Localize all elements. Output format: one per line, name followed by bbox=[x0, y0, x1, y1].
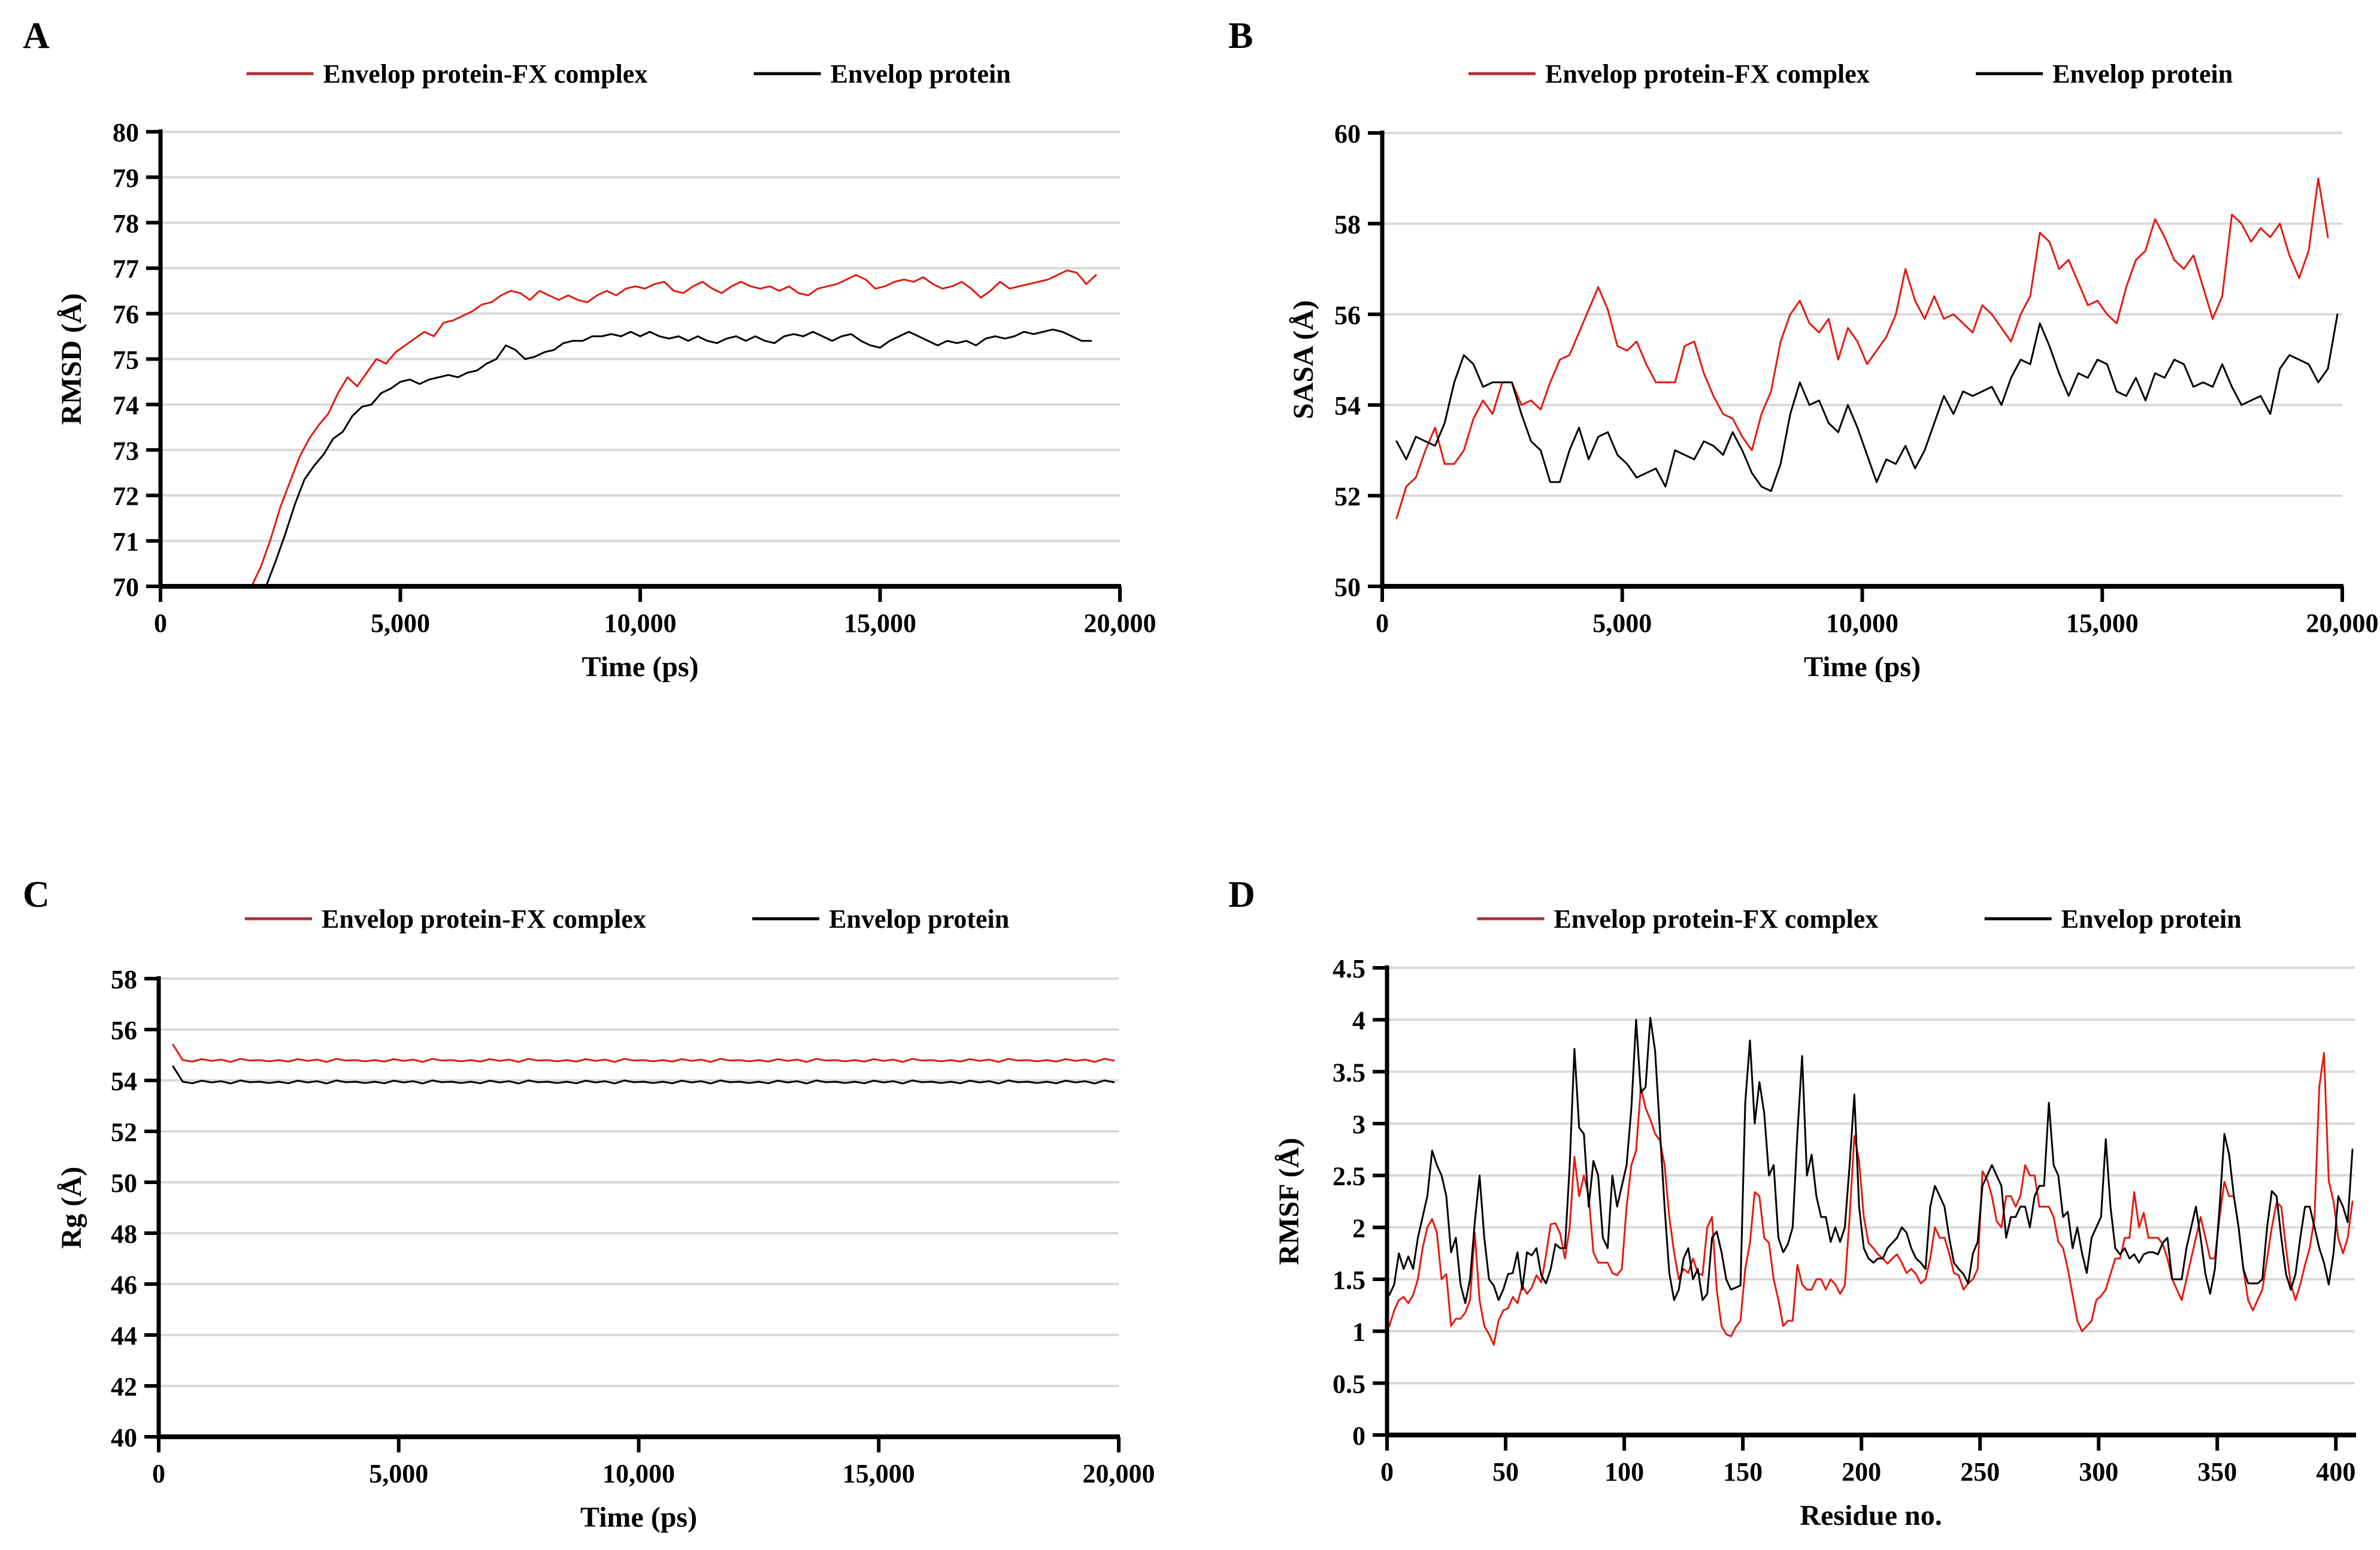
x-tick-label: 0 bbox=[154, 609, 167, 638]
y-tick-label: 52 bbox=[1334, 482, 1361, 511]
y-tick-label: 50 bbox=[1334, 573, 1361, 602]
x-tick-label: 10,000 bbox=[1826, 609, 1898, 638]
series-line-complex bbox=[250, 270, 1097, 588]
x-tick-label: 0 bbox=[152, 1459, 165, 1488]
legend-label: Envelop protein-FX complex bbox=[1545, 59, 1870, 89]
y-tick-label: 0 bbox=[1352, 1421, 1365, 1451]
y-tick-label: 46 bbox=[111, 1270, 137, 1300]
series-line-protein bbox=[1395, 313, 2339, 492]
legend-label: Envelop protein-FX complex bbox=[322, 904, 646, 934]
x-tick-label: 100 bbox=[1604, 1457, 1644, 1487]
legend: Envelop protein-FX complex Envelop protei… bbox=[246, 59, 1011, 89]
y-axis-title: Rg (Å) bbox=[56, 1167, 87, 1249]
y-tick-label: 48 bbox=[111, 1219, 137, 1249]
y-tick-label: 54 bbox=[1334, 391, 1361, 420]
y-tick-label: 71 bbox=[113, 527, 139, 556]
x-tick-label: 400 bbox=[2316, 1457, 2355, 1487]
x-tick-label: 15,000 bbox=[843, 1459, 915, 1488]
panel-letter-B: B bbox=[1228, 16, 1253, 56]
legend-label: Envelop protein-FX complex bbox=[1554, 904, 1878, 934]
x-axis-title: Time (ps) bbox=[580, 1501, 697, 1533]
x-tick-label: 20,000 bbox=[1084, 609, 1156, 638]
y-tick-label: 56 bbox=[111, 1016, 137, 1045]
y-tick-label: 4 bbox=[1352, 1006, 1365, 1036]
y-tick-label: 58 bbox=[1334, 210, 1361, 239]
panel-letter-A: A bbox=[23, 16, 50, 56]
y-tick-label: 78 bbox=[113, 209, 139, 238]
y-tick-label: 1.5 bbox=[1333, 1266, 1365, 1295]
x-tick-label: 10,000 bbox=[604, 609, 677, 638]
panel-D: 4.5 4 3.5 3 2.5 2 1.5 1 0.5 00 50 100 150 200 250 300 35… bbox=[1228, 874, 2356, 1531]
x-tick-label: 250 bbox=[1960, 1457, 2000, 1487]
y-tick-label: 58 bbox=[111, 965, 137, 994]
y-tick-label: 1 bbox=[1352, 1318, 1365, 1347]
legend-label: Envelop protein-FX complex bbox=[323, 59, 647, 89]
series-line-complex bbox=[1388, 1052, 2354, 1346]
y-axis-title: SASA (Å) bbox=[1288, 300, 1319, 419]
x-tick-label: 5,000 bbox=[371, 609, 430, 638]
y-tick-label: 40 bbox=[111, 1423, 137, 1452]
y-tick-label: 3 bbox=[1352, 1110, 1365, 1139]
y-tick-label: 42 bbox=[111, 1372, 137, 1401]
x-tick-label: 10,000 bbox=[602, 1459, 675, 1488]
legend: Envelop protein-FX complex Envelop protei… bbox=[1477, 904, 2242, 934]
series-line-complex bbox=[1395, 177, 2329, 519]
y-tick-label: 50 bbox=[111, 1168, 137, 1198]
y-tick-label: 44 bbox=[111, 1321, 137, 1351]
y-tick-label: 73 bbox=[113, 436, 139, 465]
y-tick-label: 2.5 bbox=[1333, 1162, 1365, 1191]
y-tick-label: 54 bbox=[111, 1067, 137, 1096]
y-tick-label: 70 bbox=[113, 573, 139, 602]
x-axis-title: Residue no. bbox=[1800, 1500, 1942, 1531]
legend: Envelop protein-FX complex Envelop protei… bbox=[1468, 59, 2233, 89]
x-tick-label: 0 bbox=[1376, 609, 1389, 638]
y-tick-label: 76 bbox=[113, 300, 139, 329]
x-axis-title: Time (ps) bbox=[582, 651, 698, 683]
x-tick-label: 50 bbox=[1492, 1457, 1519, 1487]
legend-label: Envelop protein bbox=[829, 904, 1009, 934]
legend: Envelop protein-FX complex Envelop protei… bbox=[244, 904, 1009, 934]
x-tick-label: 20,000 bbox=[1083, 1459, 1155, 1488]
y-tick-label: 4.5 bbox=[1333, 954, 1365, 983]
y-tick-label: 77 bbox=[113, 255, 139, 284]
panel-letter-C: C bbox=[23, 874, 50, 915]
series-line-protein bbox=[265, 328, 1092, 588]
x-tick-label: 0 bbox=[1380, 1457, 1394, 1487]
legend-label: Envelop protein bbox=[831, 59, 1011, 89]
x-tick-label: 15,000 bbox=[2066, 609, 2139, 638]
y-tick-label: 56 bbox=[1334, 301, 1361, 330]
legend-label: Envelop protein bbox=[2052, 59, 2233, 89]
y-tick-label: 0.5 bbox=[1333, 1369, 1365, 1398]
series-line-complex bbox=[172, 1044, 1115, 1063]
y-tick-label: 3.5 bbox=[1333, 1058, 1365, 1087]
x-tick-label: 200 bbox=[1842, 1457, 1881, 1487]
y-tick-label: 72 bbox=[113, 482, 139, 511]
x-tick-label: 5,000 bbox=[369, 1459, 428, 1488]
x-tick-label: 150 bbox=[1723, 1457, 1763, 1487]
series-line-protein bbox=[172, 1065, 1115, 1085]
x-tick-label: 350 bbox=[2197, 1457, 2237, 1487]
x-axis-title: Time (ps) bbox=[1804, 651, 1921, 683]
x-tick-label: 20,000 bbox=[2306, 609, 2379, 638]
panel-letter-D: D bbox=[1228, 874, 1255, 915]
x-tick-label: 15,000 bbox=[844, 609, 916, 638]
series-line-protein bbox=[1388, 1016, 2354, 1304]
y-tick-label: 52 bbox=[111, 1118, 137, 1147]
panel-C: 58 56 54 52 50 48 46 44 42 40 0 5,000 10,000 15,000 20… bbox=[23, 874, 1155, 1533]
y-tick-label: 60 bbox=[1334, 119, 1361, 149]
x-tick-label: 300 bbox=[2079, 1457, 2118, 1487]
y-tick-label: 80 bbox=[113, 118, 139, 147]
x-tick-label: 5,000 bbox=[1592, 609, 1652, 638]
y-tick-label: 75 bbox=[113, 346, 139, 375]
y-tick-label: 2 bbox=[1352, 1213, 1365, 1243]
y-tick-label: 74 bbox=[113, 390, 139, 420]
y-axis-title: RMSF (Å) bbox=[1273, 1138, 1305, 1266]
panel-B: 60 58 56 54 52 50 0 5,000 10,000 15,000 20,000 Time… bbox=[1228, 16, 2379, 683]
y-axis-title: RMSD (Å) bbox=[56, 293, 87, 425]
legend-label: Envelop protein bbox=[2061, 904, 2242, 934]
y-tick-label: 79 bbox=[113, 164, 139, 193]
panel-A: 80 79 78 77 76 75 74 73 72 71 70 0 5,000 10,000 15,000… bbox=[23, 16, 1156, 683]
